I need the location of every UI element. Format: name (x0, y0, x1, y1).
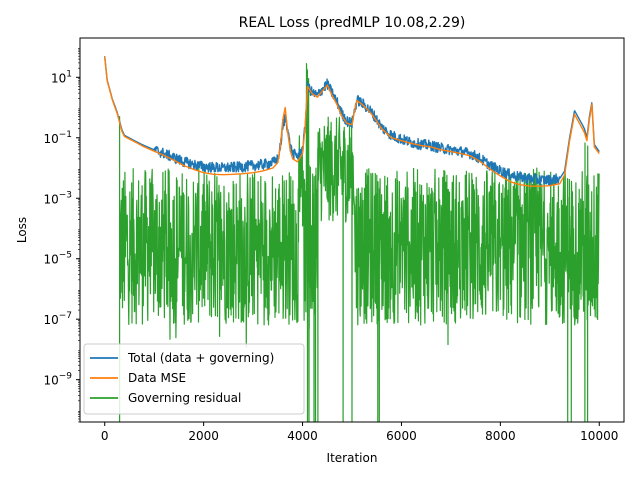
x-axis-ticks: 0 2000 4000 6000 8000 10000 (101, 422, 618, 443)
legend-label: Total (data + governing) (127, 351, 274, 365)
x-tick-label: 6000 (386, 429, 417, 443)
y-axis-ticks: 10−9 10−7 10−5 10−3 10−1 101 (43, 48, 80, 423)
x-tick-label: 8000 (485, 429, 516, 443)
x-tick-label: 0 (101, 429, 109, 443)
y-tick-label: 101 (51, 69, 72, 85)
y-tick-label: 10−9 (43, 372, 72, 388)
legend-label: Data MSE (128, 371, 186, 385)
series-data-mse (104, 56, 600, 187)
y-tick-label: 10−5 (43, 251, 72, 267)
y-tick-label: 10−1 (43, 130, 72, 146)
x-tick-label: 4000 (287, 429, 318, 443)
x-tick-label: 2000 (188, 429, 219, 443)
legend: Total (data + governing) Data MSE Governin… (83, 343, 305, 415)
y-axis-label: Loss (15, 217, 29, 243)
series-total (104, 56, 600, 186)
legend-box (83, 343, 305, 415)
y-tick-label: 10−7 (43, 311, 72, 327)
series-layer (104, 56, 600, 422)
legend-label: Governing residual (128, 391, 241, 405)
chart-title: REAL Loss (predMLP 10.08,2.29) (239, 15, 466, 31)
x-axis-label: Iteration (327, 451, 378, 465)
x-tick-label: 10000 (580, 429, 618, 443)
y-tick-label: 10−3 (43, 190, 72, 206)
